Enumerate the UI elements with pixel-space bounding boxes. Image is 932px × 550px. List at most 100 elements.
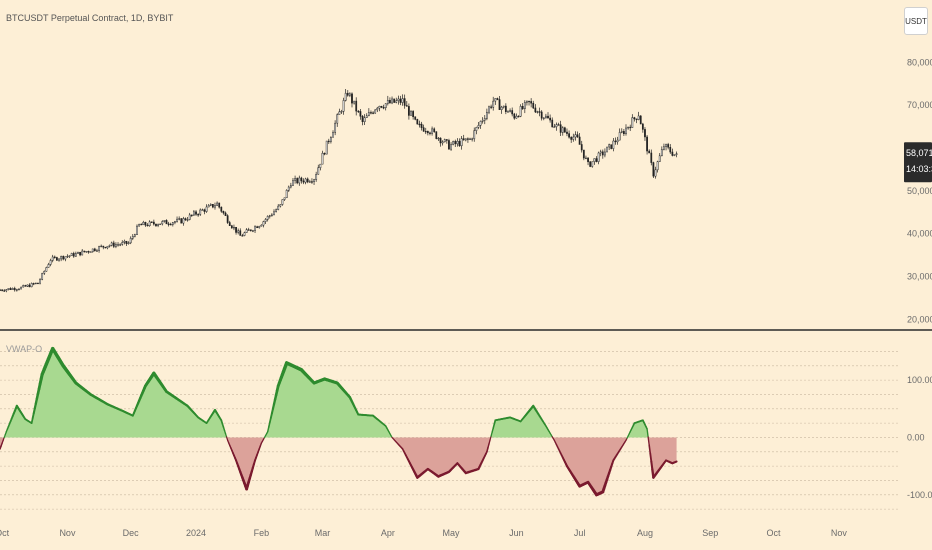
- candle-body: [462, 138, 465, 141]
- indicator-label[interactable]: VWAP-O: [6, 344, 42, 354]
- candle-body: [243, 232, 246, 236]
- candle: [273, 209, 275, 216]
- candle: [610, 144, 613, 150]
- candle-body: [424, 130, 427, 133]
- candle-body: [673, 154, 676, 156]
- candle-body: [365, 115, 368, 118]
- candle: [462, 134, 465, 141]
- candle-body: [283, 197, 286, 200]
- candle-body: [195, 211, 197, 215]
- candle: [349, 92, 351, 98]
- candle: [129, 236, 132, 245]
- candle-body: [568, 133, 570, 138]
- candle: [426, 130, 429, 136]
- candle-body: [367, 112, 370, 117]
- candle-body: [454, 141, 457, 145]
- candle-body: [100, 245, 103, 248]
- candle: [439, 137, 442, 147]
- candle: [671, 148, 674, 157]
- candle: [502, 105, 505, 109]
- candle-body: [268, 215, 271, 217]
- candle-body: [344, 92, 347, 101]
- candle-body: [641, 123, 644, 130]
- x-tick-label: Dec: [123, 528, 140, 538]
- candle-body: [540, 111, 543, 119]
- candle: [566, 128, 568, 137]
- candle: [37, 282, 39, 285]
- candle: [93, 247, 96, 252]
- candle: [127, 241, 130, 245]
- candle: [277, 204, 280, 211]
- candle-body: [24, 285, 27, 287]
- candle: [144, 221, 147, 227]
- candle-body: [209, 204, 212, 206]
- candle: [633, 116, 636, 122]
- candle: [30, 282, 33, 288]
- candle-body: [233, 226, 235, 229]
- candle: [83, 250, 86, 253]
- candle: [174, 220, 176, 225]
- candle-body: [559, 124, 562, 133]
- candle: [304, 177, 307, 185]
- candle-body: [96, 250, 98, 252]
- candle: [477, 122, 480, 130]
- candle-body: [110, 242, 113, 246]
- candle-body: [399, 98, 402, 103]
- candle: [134, 233, 136, 238]
- candle-body: [665, 144, 667, 148]
- candle: [380, 105, 383, 109]
- candle: [317, 164, 320, 175]
- indicator-line-segment: [650, 460, 654, 471]
- candle-body: [633, 117, 636, 120]
- candle: [340, 109, 343, 115]
- candle: [140, 223, 143, 226]
- candle-body: [127, 242, 130, 244]
- candle: [443, 138, 446, 143]
- candle: [669, 144, 672, 154]
- candle-body: [222, 211, 225, 214]
- candle: [384, 103, 387, 111]
- candle: [336, 113, 339, 127]
- candle-body: [631, 117, 634, 128]
- candle: [169, 222, 172, 226]
- candle: [13, 286, 16, 292]
- x-tick-label: 2024: [186, 528, 206, 538]
- price-y-tick-label: 50,000.0: [907, 186, 932, 196]
- candle: [635, 118, 638, 124]
- candle: [521, 103, 524, 110]
- candle: [359, 108, 362, 120]
- candle-body: [51, 256, 54, 261]
- indicator-line-segment: [649, 452, 653, 463]
- candle: [513, 112, 516, 120]
- candle-body: [134, 234, 136, 237]
- candle: [68, 255, 71, 258]
- indicator-area[interactable]: [0, 346, 678, 497]
- candle-body: [538, 111, 541, 113]
- candle-body: [656, 161, 659, 171]
- currency-button[interactable]: USDT: [904, 7, 928, 35]
- candle-body: [256, 226, 259, 229]
- candle: [157, 223, 159, 228]
- candle: [631, 114, 634, 128]
- candle-body: [595, 158, 598, 162]
- symbol-title: BTCUSDT Perpetual Contract, 1D, BYBIT: [6, 13, 174, 23]
- candle-body: [28, 284, 31, 288]
- candle: [178, 216, 181, 221]
- candle: [45, 266, 48, 272]
- price-candles[interactable]: [0, 89, 678, 293]
- candle: [51, 254, 54, 263]
- candle: [572, 133, 575, 142]
- candle: [152, 219, 155, 226]
- candle-body: [591, 161, 594, 167]
- candle: [553, 123, 556, 128]
- candle-body: [289, 185, 292, 188]
- candle-body: [332, 132, 334, 138]
- candle: [458, 138, 461, 147]
- candle-body: [245, 229, 248, 233]
- candle: [587, 157, 589, 166]
- candle-body: [45, 267, 48, 272]
- price-y-tick-label: 70,000.0: [907, 100, 932, 110]
- candle: [604, 148, 606, 158]
- candle-body: [112, 242, 115, 247]
